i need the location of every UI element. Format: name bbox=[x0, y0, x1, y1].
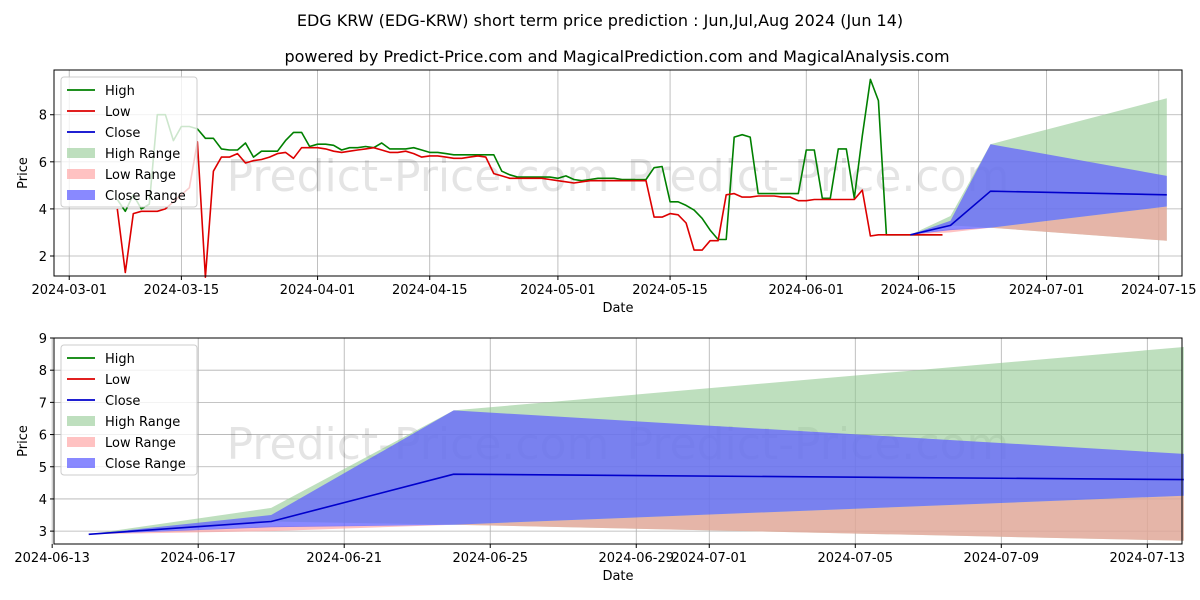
chart2-legend-close-range-swatch bbox=[67, 458, 95, 468]
chart2-close-range-band bbox=[88, 410, 1184, 535]
chart1-x-tick-label: 2024-04-15 bbox=[392, 283, 468, 298]
chart1-y-tick-label: 6 bbox=[39, 156, 47, 171]
chart2-y-tick-label: 6 bbox=[39, 429, 47, 444]
chart1-x-tick-label: 2024-03-01 bbox=[31, 283, 107, 298]
chart1-legend-close-range-label: Close Range bbox=[105, 189, 186, 204]
top-chart: Predict-Price.com Predict-Price.com2024-0… bbox=[16, 69, 1197, 316]
chart1-x-tick-label: 2024-04-01 bbox=[280, 283, 356, 298]
chart1-axes-frame bbox=[53, 69, 1183, 277]
chart1-legend-high-label: High bbox=[105, 84, 135, 99]
chart1-legend-high-range-label: High Range bbox=[105, 147, 180, 162]
chart1-x-tick-label: 2024-07-15 bbox=[1121, 283, 1197, 298]
chart1-y-tick-label: 4 bbox=[39, 203, 47, 218]
chart1-legend-high-range-swatch bbox=[67, 148, 95, 158]
chart2-legend-high-range-label: High Range bbox=[105, 415, 180, 430]
chart2-x-tick-label: 2024-07-01 bbox=[671, 551, 747, 566]
chart1-low-range-band bbox=[910, 206, 1167, 241]
chart1-close-range-band bbox=[910, 144, 1167, 235]
chart2-legend-close-label: Close bbox=[105, 394, 140, 409]
chart2-close-series-line bbox=[88, 473, 1184, 536]
chart2-x-axis-label: Date bbox=[602, 569, 633, 584]
chart2-x-tick-label: 2024-07-13 bbox=[1110, 551, 1186, 566]
chart2-low-range-band bbox=[88, 495, 1184, 541]
chart2-x-tick-label: 2024-06-17 bbox=[160, 551, 236, 566]
chart1-high-series-line bbox=[116, 78, 943, 241]
chart1-watermark: Predict-Price.com bbox=[227, 151, 610, 202]
chart2-y-tick-label: 9 bbox=[39, 332, 47, 347]
chart1-legend-close-label: Close bbox=[105, 126, 140, 141]
chart2-legend-high-range-swatch bbox=[67, 416, 95, 426]
chart2-y-tick-label: 8 bbox=[39, 364, 47, 379]
chart2-y-tick-label: 4 bbox=[39, 493, 47, 508]
chart2-legend-low-range-swatch bbox=[67, 437, 95, 447]
chart1-y-tick-label: 2 bbox=[39, 250, 47, 265]
chart1-x-tick-label: 2024-05-01 bbox=[520, 283, 596, 298]
chart1-legend-low-label: Low bbox=[105, 105, 131, 120]
chart1-x-tick-label: 2024-06-01 bbox=[768, 283, 844, 298]
chart2-y-tick-label: 7 bbox=[39, 396, 47, 411]
chart1-x-tick-label: 2024-06-15 bbox=[881, 283, 957, 298]
chart1-legend-low-range-swatch bbox=[67, 169, 95, 179]
chart1-legend-close-range-swatch bbox=[67, 190, 95, 200]
chart1-close-series-line bbox=[910, 190, 1167, 236]
chart2-legend-close-range-label: Close Range bbox=[105, 457, 186, 472]
chart1-x-tick-label: 2024-07-01 bbox=[1009, 283, 1085, 298]
chart2-x-tick-label: 2024-07-09 bbox=[964, 551, 1040, 566]
chart1-x-axis-label: Date bbox=[602, 301, 633, 316]
chart2-y-axis-label: Price bbox=[16, 425, 31, 457]
chart2-y-tick-label: 5 bbox=[39, 461, 47, 476]
chart1-legend-low-range-label: Low Range bbox=[105, 168, 176, 183]
chart2-axes-frame bbox=[53, 337, 1183, 545]
chart-title: EDG KRW (EDG-KRW) short term price predi… bbox=[297, 11, 903, 30]
chart1-low-series-line bbox=[116, 141, 943, 279]
chart1-x-tick-label: 2024-05-15 bbox=[632, 283, 708, 298]
chart-subtitle: powered by Predict-Price.com and Magical… bbox=[284, 47, 949, 66]
chart2-y-tick-label: 3 bbox=[39, 525, 47, 540]
chart2-legend-high-label: High bbox=[105, 352, 135, 367]
chart1-x-tick-label: 2024-03-15 bbox=[144, 283, 220, 298]
chart2-legend-low-label: Low bbox=[105, 373, 131, 388]
chart2-legend-low-range-label: Low Range bbox=[105, 436, 176, 451]
chart2-x-tick-label: 2024-06-25 bbox=[452, 551, 528, 566]
chart2-x-tick-label: 2024-06-21 bbox=[306, 551, 382, 566]
chart2-x-tick-label: 2024-07-05 bbox=[818, 551, 894, 566]
chart1-y-axis-label: Price bbox=[16, 157, 31, 189]
chart2-x-tick-label: 2024-06-13 bbox=[14, 551, 90, 566]
chart1-y-tick-label: 8 bbox=[39, 109, 47, 124]
bottom-chart: Predict-Price.comPredict-Price.com2024-0… bbox=[14, 332, 1185, 584]
chart2-x-tick-label: 2024-06-29 bbox=[598, 551, 674, 566]
